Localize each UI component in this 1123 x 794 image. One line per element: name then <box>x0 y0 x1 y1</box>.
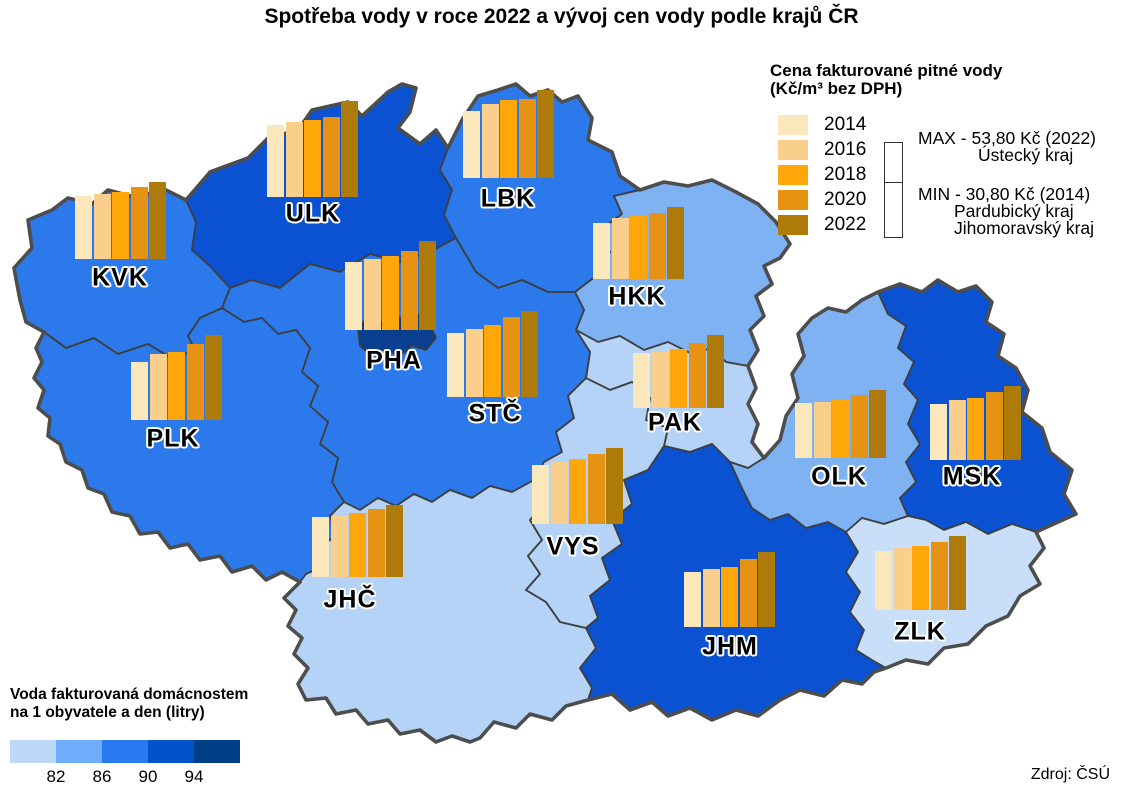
minmax-divider <box>885 143 902 183</box>
max-price-line2: Ústecký kraj <box>978 145 1074 165</box>
consumption-color-ramp <box>10 740 240 763</box>
year-color-swatch-2016 <box>778 140 808 160</box>
consumption-ramp-segment-4 <box>148 740 194 763</box>
year-color-swatch-2022 <box>778 215 808 235</box>
price-legend-years: 2014 2016 2018 2020 2022 <box>778 114 867 240</box>
year-label-2022: 2022 <box>824 214 867 235</box>
minmax-scale-box <box>884 142 903 238</box>
year-color-swatch-2014 <box>778 115 808 135</box>
max-price-line1: MAX - 53,80 Kč (2022) <box>918 128 1096 148</box>
consumption-tick-90: 90 <box>138 767 158 786</box>
min-price-annotation: MIN - 30,80 Kč (2014) Pardubický kraj Ji… <box>918 184 1095 238</box>
country-outline <box>12 82 1078 744</box>
consumption-ramp-segment-1 <box>10 740 56 763</box>
price-legend-row-2014: 2014 <box>778 114 867 135</box>
region-shape-pha <box>357 313 437 357</box>
consumption-tick-94: 94 <box>184 767 204 786</box>
consumption-tick-82: 82 <box>46 767 66 786</box>
min-price-line3: Jihomoravský kraj <box>954 218 1095 238</box>
chart-title: Spotřeba vody v roce 2022 a vývoj cen vo… <box>264 5 859 28</box>
consumption-ramp-ticks: 82 86 90 94 <box>10 767 250 787</box>
price-legend-row-2018: 2018 <box>778 164 867 185</box>
min-price-line1: MIN - 30,80 Kč (2014) <box>918 184 1091 204</box>
consumption-tick-86: 86 <box>92 767 112 786</box>
consumption-ramp-segment-3 <box>102 740 148 763</box>
year-label-2018: 2018 <box>824 164 867 185</box>
year-label-2016: 2016 <box>824 139 867 160</box>
year-label-2020: 2020 <box>824 189 867 210</box>
source-credit: Zdroj: ČSÚ <box>1030 766 1110 783</box>
consumption-ramp-segment-2 <box>56 740 102 763</box>
consumption-ramp-segment-5 <box>194 740 240 763</box>
consumption-legend-title: Voda fakturovaná domácnostem na 1 obyvat… <box>10 686 249 721</box>
region-shape-olk <box>729 291 921 533</box>
year-color-swatch-2018 <box>778 165 808 185</box>
region-shape-zlk <box>845 515 1045 669</box>
price-legend-row-2016: 2016 <box>778 139 867 160</box>
year-color-swatch-2020 <box>778 190 808 210</box>
min-price-line2: Pardubický kraj <box>954 201 1074 221</box>
price-legend-row-2022: 2022 <box>778 214 867 235</box>
price-legend-title: Cena fakturované pitné vody (Kč/m³ bez D… <box>770 61 1003 98</box>
year-label-2014: 2014 <box>824 114 867 135</box>
price-legend-row-2020: 2020 <box>778 189 867 210</box>
max-price-annotation: MAX - 53,80 Kč (2022) Ústecký kraj <box>918 128 1096 165</box>
